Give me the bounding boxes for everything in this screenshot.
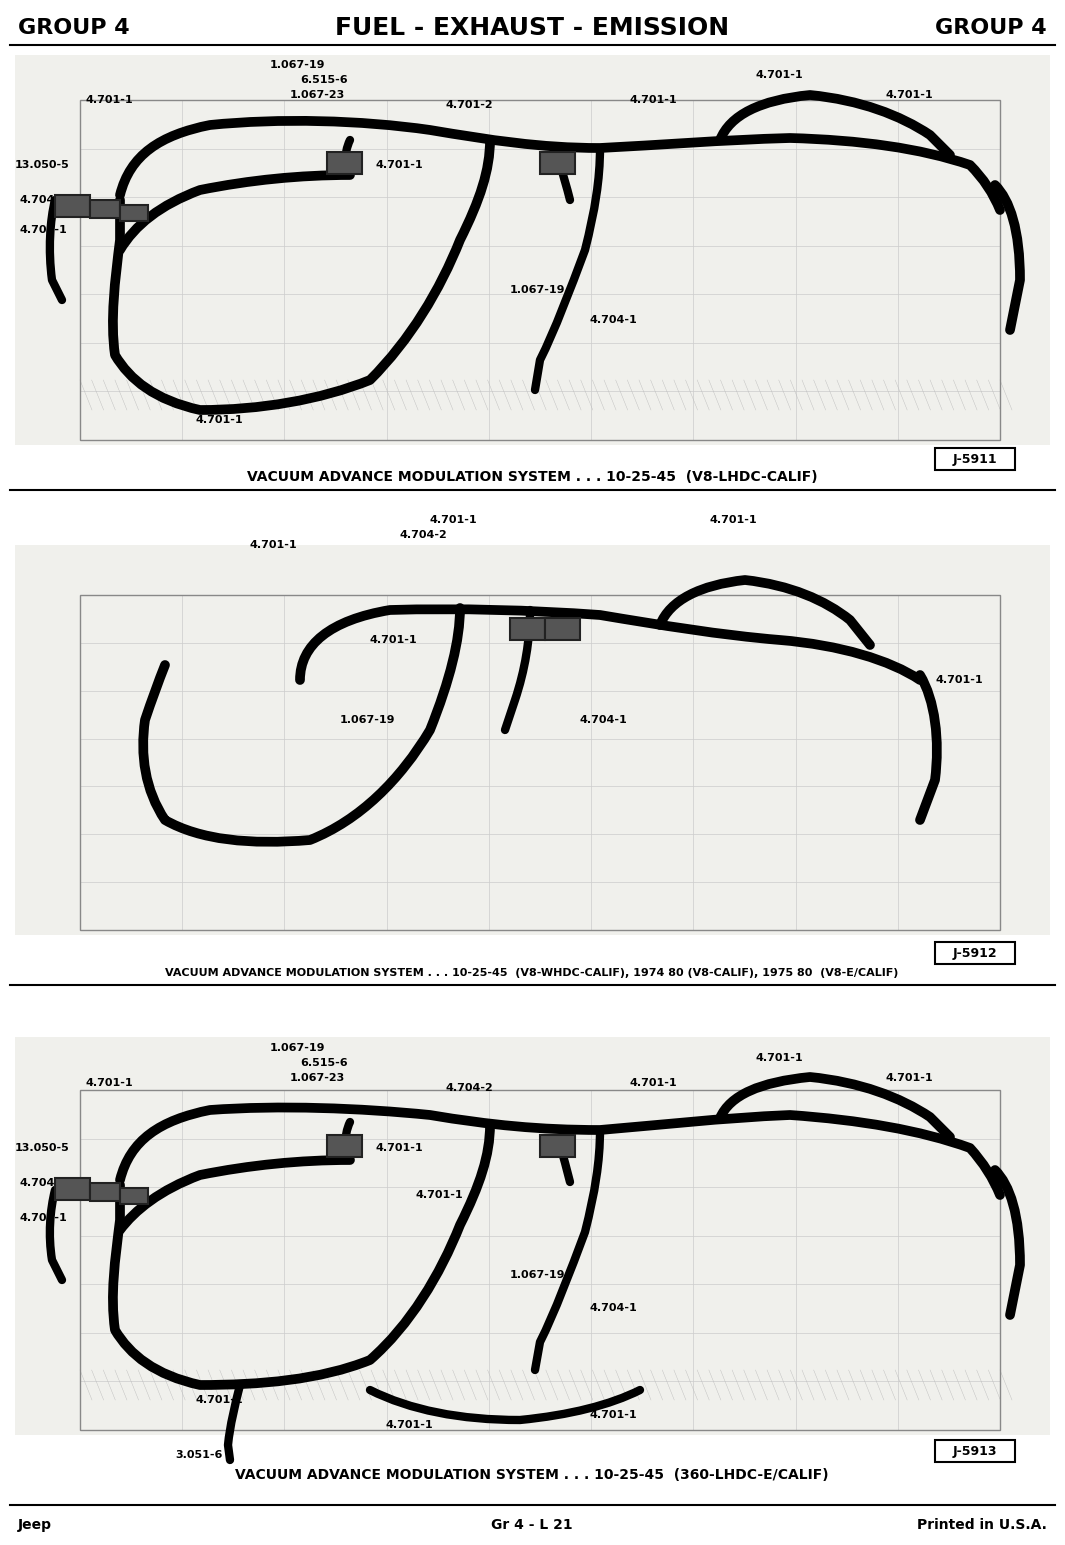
Text: 4.701-1: 4.701-1	[195, 1395, 243, 1404]
Text: 4.704-1: 4.704-1	[590, 315, 638, 324]
Text: 13.050-5: 13.050-5	[15, 1143, 69, 1153]
Text: 1.067-19: 1.067-19	[271, 1043, 326, 1054]
Text: J-5912: J-5912	[953, 947, 997, 959]
Text: Printed in U.S.A.: Printed in U.S.A.	[917, 1519, 1047, 1533]
Text: VACUUM ADVANCE MODULATION SYSTEM . . . 10-25-45  (360-LHDC-E/CALIF): VACUUM ADVANCE MODULATION SYSTEM . . . 1…	[235, 1468, 829, 1482]
Bar	[510, 618, 545, 640]
Text: 4.701-1: 4.701-1	[755, 1054, 803, 1063]
Bar	[935, 448, 1015, 470]
Text: 4.701-1: 4.701-1	[85, 1078, 133, 1088]
Bar	[15, 545, 1050, 935]
Text: 4.701-1: 4.701-1	[195, 416, 243, 425]
Text: GROUP 4: GROUP 4	[935, 19, 1047, 39]
Text: 4.701-1: 4.701-1	[710, 514, 757, 525]
Bar	[120, 205, 148, 221]
Text: 4.701-1: 4.701-1	[885, 90, 933, 100]
Bar	[80, 100, 1000, 440]
Bar	[327, 151, 362, 175]
Bar	[540, 151, 575, 175]
Bar	[80, 595, 1000, 930]
Bar	[80, 1091, 1000, 1431]
Text: 1.067-23: 1.067-23	[290, 90, 345, 100]
Bar	[935, 942, 1015, 964]
Text: 4.704-2: 4.704-2	[20, 1177, 68, 1188]
Text: 4.701-1: 4.701-1	[630, 94, 677, 105]
Text: 4.701-1: 4.701-1	[885, 1072, 933, 1083]
Text: GROUP 4: GROUP 4	[18, 19, 130, 39]
Text: 4.701-1: 4.701-1	[935, 675, 983, 684]
Bar	[120, 1188, 148, 1204]
Text: 1.067-19: 1.067-19	[271, 60, 326, 70]
Bar	[15, 1037, 1050, 1435]
Bar	[91, 1183, 120, 1200]
Text: 1.067-23: 1.067-23	[290, 1072, 345, 1083]
Text: 1.067-19: 1.067-19	[510, 284, 566, 295]
Bar	[540, 1136, 575, 1157]
Text: 4.704-2: 4.704-2	[400, 530, 447, 541]
Text: 6.515-6: 6.515-6	[300, 76, 347, 85]
Text: 4.701-1: 4.701-1	[755, 70, 803, 80]
Text: 4.701-1: 4.701-1	[375, 161, 423, 170]
Text: 4.701-1: 4.701-1	[430, 514, 477, 525]
Text: J-5913: J-5913	[953, 1445, 997, 1457]
Bar	[55, 195, 91, 216]
Text: 4.704-2: 4.704-2	[445, 1083, 493, 1092]
Text: 4.701-1: 4.701-1	[630, 1078, 677, 1088]
Text: 4.701-1: 4.701-1	[250, 541, 297, 550]
Text: 4.704-2: 4.704-2	[20, 195, 68, 205]
Text: Jeep: Jeep	[18, 1519, 52, 1533]
Bar	[55, 1177, 91, 1200]
Bar	[935, 1440, 1015, 1462]
Text: J-5911: J-5911	[953, 453, 997, 465]
Text: 4.704-1: 4.704-1	[580, 715, 627, 725]
Text: 4.701-1: 4.701-1	[375, 1143, 423, 1153]
Text: 4.701-1: 4.701-1	[85, 94, 133, 105]
Text: Gr 4 - L 21: Gr 4 - L 21	[491, 1519, 573, 1533]
Text: 4.701-2: 4.701-2	[445, 100, 493, 110]
Text: VACUUM ADVANCE MODULATION SYSTEM . . . 10-25-45  (V8-LHDC-CALIF): VACUUM ADVANCE MODULATION SYSTEM . . . 1…	[247, 470, 817, 484]
Text: 4.701-1: 4.701-1	[370, 635, 417, 644]
Bar	[545, 618, 580, 640]
Text: 4.701-1: 4.701-1	[386, 1420, 432, 1431]
Text: 3.051-6: 3.051-6	[175, 1451, 223, 1460]
Bar	[327, 1136, 362, 1157]
Text: 4.701-1: 4.701-1	[590, 1411, 638, 1420]
Text: 6.515-6: 6.515-6	[300, 1058, 347, 1068]
Text: 13.050-5: 13.050-5	[15, 161, 69, 170]
Text: 4.701-1: 4.701-1	[415, 1190, 462, 1200]
Text: VACUUM ADVANCE MODULATION SYSTEM . . . 10-25-45  (V8-WHDC-CALIF), 1974 80 (V8-CA: VACUUM ADVANCE MODULATION SYSTEM . . . 1…	[165, 969, 899, 978]
Bar	[15, 56, 1050, 445]
Text: 4.704-1: 4.704-1	[590, 1302, 638, 1313]
Bar	[91, 199, 120, 218]
Text: 4.704-1: 4.704-1	[20, 226, 68, 235]
Text: 4.704-1: 4.704-1	[20, 1213, 68, 1224]
Text: 1.067-19: 1.067-19	[510, 1270, 566, 1279]
Text: FUEL - EXHAUST - EMISSION: FUEL - EXHAUST - EMISSION	[334, 15, 730, 40]
Text: 1.067-19: 1.067-19	[340, 715, 395, 725]
